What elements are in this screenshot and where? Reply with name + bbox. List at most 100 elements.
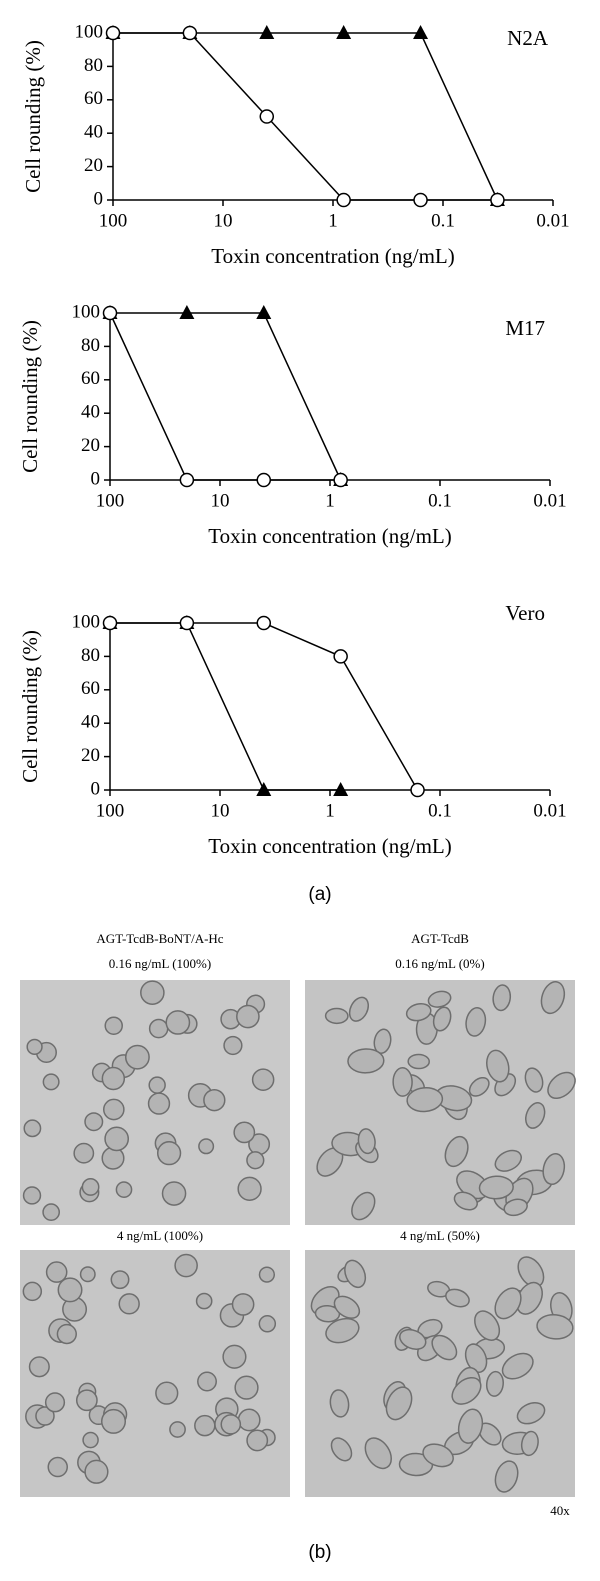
cell — [155, 1381, 179, 1405]
marker — [256, 305, 272, 319]
chart-title: M17 — [505, 316, 545, 340]
cell — [223, 1035, 243, 1056]
cell — [35, 1406, 55, 1426]
cell — [474, 1310, 501, 1341]
y-tick-label: 0 — [91, 778, 101, 799]
cell — [203, 1088, 226, 1112]
y-tick-label: 20 — [81, 745, 100, 766]
cell — [494, 1460, 519, 1493]
cell — [82, 1431, 99, 1449]
cell — [494, 1149, 522, 1172]
cell — [486, 1049, 510, 1083]
image-caption: 0.16 ng/mL (100%) — [109, 956, 211, 971]
cell — [148, 1018, 169, 1039]
cell — [364, 1437, 392, 1470]
cell — [324, 1007, 349, 1025]
cell — [431, 1334, 458, 1361]
cell — [478, 1175, 514, 1200]
cell — [102, 1098, 125, 1121]
cell — [233, 1121, 256, 1144]
x-tick-label: 10 — [214, 210, 233, 231]
cell — [45, 1261, 68, 1283]
cell — [536, 1313, 574, 1340]
y-tick-label: 60 — [84, 88, 103, 109]
y-tick-label: 0 — [94, 188, 104, 209]
y-axis-label: Cell rounding (%) — [21, 40, 45, 193]
series-line — [109, 312, 341, 481]
y-tick-label: 20 — [84, 155, 103, 176]
x-tick-label: 1 — [325, 490, 335, 511]
cell — [468, 1076, 490, 1097]
marker — [490, 192, 505, 208]
cell — [246, 1151, 265, 1170]
cell — [237, 1408, 261, 1432]
x-tick-label: 0.1 — [431, 210, 455, 231]
cell — [101, 1146, 125, 1170]
marker — [105, 25, 121, 41]
x-axis-label: Toxin concentration (ng/mL) — [211, 244, 454, 268]
cell — [348, 996, 370, 1022]
series-line — [110, 622, 341, 791]
cell — [520, 1430, 539, 1457]
cell — [23, 1119, 42, 1138]
x-tick-label: 0.01 — [533, 490, 566, 511]
marker — [179, 305, 195, 319]
y-tick-label: 100 — [75, 21, 104, 42]
marker — [413, 25, 429, 39]
y-tick-label: 100 — [72, 611, 101, 632]
x-axis-label: Toxin concentration (ng/mL) — [208, 834, 451, 858]
x-tick-label: 0.1 — [428, 800, 452, 821]
y-tick-label: 100 — [72, 301, 101, 322]
cell — [148, 1076, 166, 1094]
cell — [28, 1356, 50, 1378]
x-tick-label: 100 — [99, 210, 128, 231]
cell — [79, 1266, 96, 1283]
cell — [258, 1266, 276, 1283]
cell — [198, 1138, 215, 1155]
cell — [525, 1102, 546, 1129]
cell — [344, 1259, 367, 1289]
y-tick-label: 20 — [81, 435, 100, 456]
cell — [57, 1277, 83, 1303]
series-line — [113, 32, 498, 201]
cell — [333, 1295, 361, 1319]
marker — [256, 782, 272, 796]
cell — [385, 1386, 413, 1421]
cell — [104, 1126, 130, 1152]
marker — [182, 25, 198, 41]
cell — [169, 1421, 186, 1438]
cell — [73, 1142, 95, 1164]
cell — [81, 1178, 100, 1196]
cell — [540, 981, 566, 1015]
cell — [445, 1288, 470, 1308]
cell — [165, 1010, 191, 1035]
y-tick-label: 80 — [81, 335, 100, 356]
cell — [444, 1135, 469, 1168]
magnification: 40x — [550, 1503, 570, 1518]
cell — [22, 1281, 43, 1302]
cell — [485, 1370, 504, 1397]
series-line — [113, 32, 499, 201]
cell — [234, 1375, 259, 1400]
cell — [427, 990, 452, 1008]
y-tick-label: 40 — [84, 122, 103, 143]
cell — [115, 1181, 133, 1198]
cell — [392, 1066, 413, 1097]
image-caption: 4 ng/mL (50%) — [400, 1228, 480, 1243]
x-tick-label: 0.1 — [428, 490, 452, 511]
cell — [503, 1198, 528, 1217]
marker — [333, 782, 349, 796]
image-caption: 4 ng/mL (100%) — [117, 1228, 203, 1243]
cell — [156, 1141, 182, 1166]
cell — [405, 1002, 432, 1022]
cell-layer — [22, 980, 576, 1493]
cell — [399, 1328, 427, 1350]
y-axis-label: Cell rounding (%) — [18, 320, 42, 473]
cell — [104, 1016, 123, 1035]
y-axis-label: Cell rounding (%) — [18, 630, 42, 783]
cell — [501, 1352, 534, 1380]
y-tick-label: 80 — [84, 55, 103, 76]
marker — [336, 192, 351, 208]
x-tick-label: 100 — [96, 800, 125, 821]
cell — [75, 1389, 98, 1412]
